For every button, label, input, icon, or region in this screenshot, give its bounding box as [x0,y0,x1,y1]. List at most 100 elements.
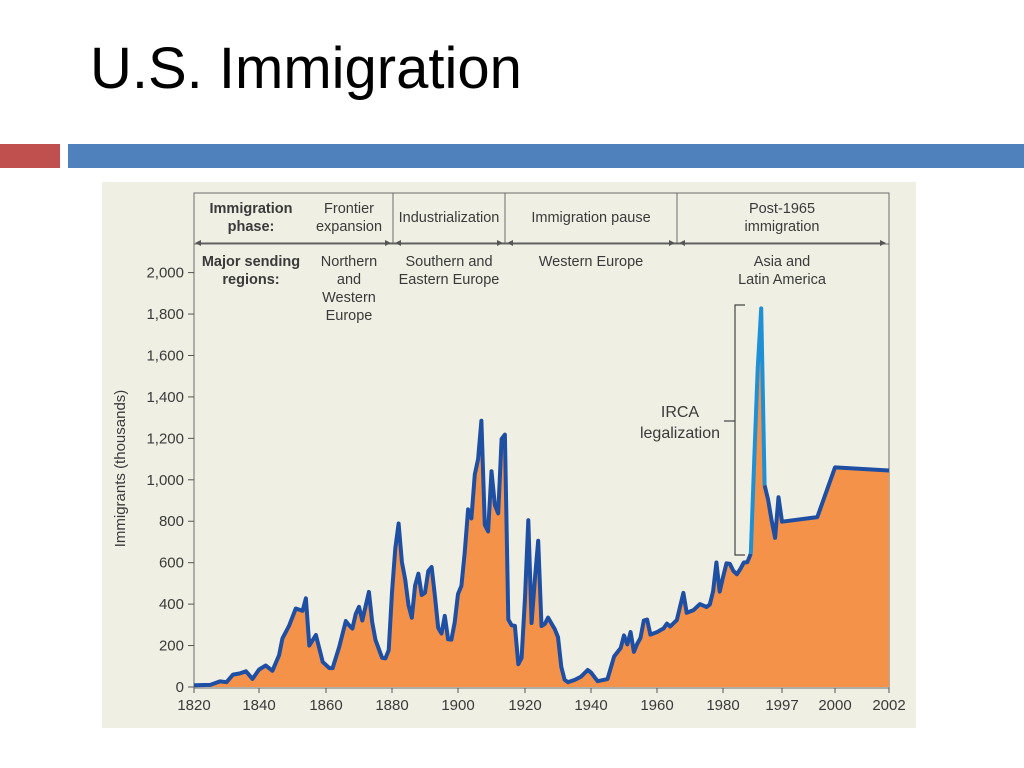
data-point-1920 [524,597,526,599]
region-name: and [337,272,361,288]
region-name: Eastern Europe [399,272,500,288]
x-tick-label: 1960 [640,697,673,714]
regions-label: Major sending [202,254,300,270]
data-point-1832 [232,673,234,675]
data-point-1958 [649,633,651,635]
data-point-1905 [474,473,476,475]
data-point-1871 [361,619,363,621]
data-point-1990 [757,368,759,370]
y-tick-label: 1,800 [146,306,184,323]
y-tick-label: 600 [159,555,184,572]
data-point-1952 [629,631,631,633]
data-point-1931 [560,666,562,668]
data-point-1877 [381,657,383,659]
data-point-1950 [623,634,625,636]
immigration-area [194,308,889,687]
data-point-1987 [746,561,748,563]
data-point-1866 [345,620,347,622]
data-point-1947 [613,655,615,657]
data-point-1973 [699,603,701,605]
x-tick-label: 1940 [574,697,607,714]
data-point-1962 [662,627,664,629]
data-point-1893 [434,595,436,597]
data-point-1977 [712,590,714,592]
data-point-1878 [384,657,386,659]
data-point-1912 [497,512,499,514]
data-point-1894 [437,627,439,629]
region-name: Western [322,290,376,306]
data-point-1904 [470,517,472,519]
data-point-1996 [777,496,779,498]
data-point-1828 [219,680,221,682]
data-point-1960 [656,631,658,633]
data-point-1928 [550,622,552,624]
data-point-1997 [781,521,783,523]
x-tick-label: 1900 [441,697,474,714]
data-point-1844 [271,670,273,672]
data-point-1834 [238,672,240,674]
data-point-1922 [530,622,532,624]
data-point-1873 [368,591,370,593]
data-point-1825 [209,684,211,686]
data-point-1951 [626,643,628,645]
irca-label: IRCA [661,404,700,421]
data-point-1954 [636,643,638,645]
data-point-1980 [722,576,724,578]
data-point-1908 [484,524,486,526]
y-tick-label: 800 [159,513,184,530]
data-point-1976 [709,603,711,605]
arrowhead-right [497,240,503,246]
data-point-1851 [295,607,297,609]
data-point-1901 [460,585,462,587]
arrowhead-left [679,240,685,246]
data-point-1857 [315,634,317,636]
data-point-1999 [816,516,818,518]
data-point-1919 [520,657,522,659]
data-point-2002 [888,469,890,471]
data-point-1966 [676,619,678,621]
data-point-1892 [430,566,432,568]
y-tick-label: 1,000 [146,472,184,489]
region-name: Northern [321,254,377,270]
phase-label: phase: [228,219,275,235]
data-point-1963 [666,622,668,624]
data-point-1953 [633,651,635,653]
data-point-1906 [477,458,479,460]
immigration-line [193,418,753,688]
immigration-chart: 0 200 400 600 800 1,000 1,200 1,400 1,600 1,800 2,… [102,182,916,728]
y-axis-label: Immigrants (thousands) [112,390,129,548]
data-point-1929 [554,628,556,630]
data-point-1975 [705,606,707,608]
data-point-1988 [750,553,752,555]
data-point-1939 [587,669,589,671]
data-point-1902 [464,552,466,554]
region-name: Europe [326,308,373,324]
data-point-1870 [358,606,360,608]
phase-name: Industrialization [399,210,500,226]
data-point-1867 [348,624,350,626]
x-tick-label: 1980 [706,697,739,714]
data-point-1937 [580,675,582,677]
data-point-1889 [421,594,423,596]
data-point-1924 [537,540,539,542]
irca-label: legalization [640,425,720,442]
data-point-1879 [388,649,390,651]
x-tick-label: 1997 [765,697,798,714]
data-point-1932 [563,679,565,681]
data-point-1903 [467,508,469,510]
data-point-1994 [770,519,772,521]
chart-svg: 0 200 400 600 800 1,000 1,200 1,400 1,600 1,800 2,… [102,182,916,728]
data-point-1880 [391,591,393,593]
data-point-1882 [397,522,399,524]
data-point-1907 [480,420,482,422]
slide-title: U.S. Immigration [90,36,522,101]
y-tick-label: 2,000 [146,265,184,282]
y-tick-label: 200 [159,638,184,655]
x-tick-label: 1840 [242,697,275,714]
y-tick-label: 1,600 [146,347,184,364]
arrowhead-right [385,240,391,246]
data-point-1940 [590,671,592,673]
immigration-line-late [762,465,890,540]
data-point-1838 [251,678,253,680]
y-tick-label: 400 [159,596,184,613]
